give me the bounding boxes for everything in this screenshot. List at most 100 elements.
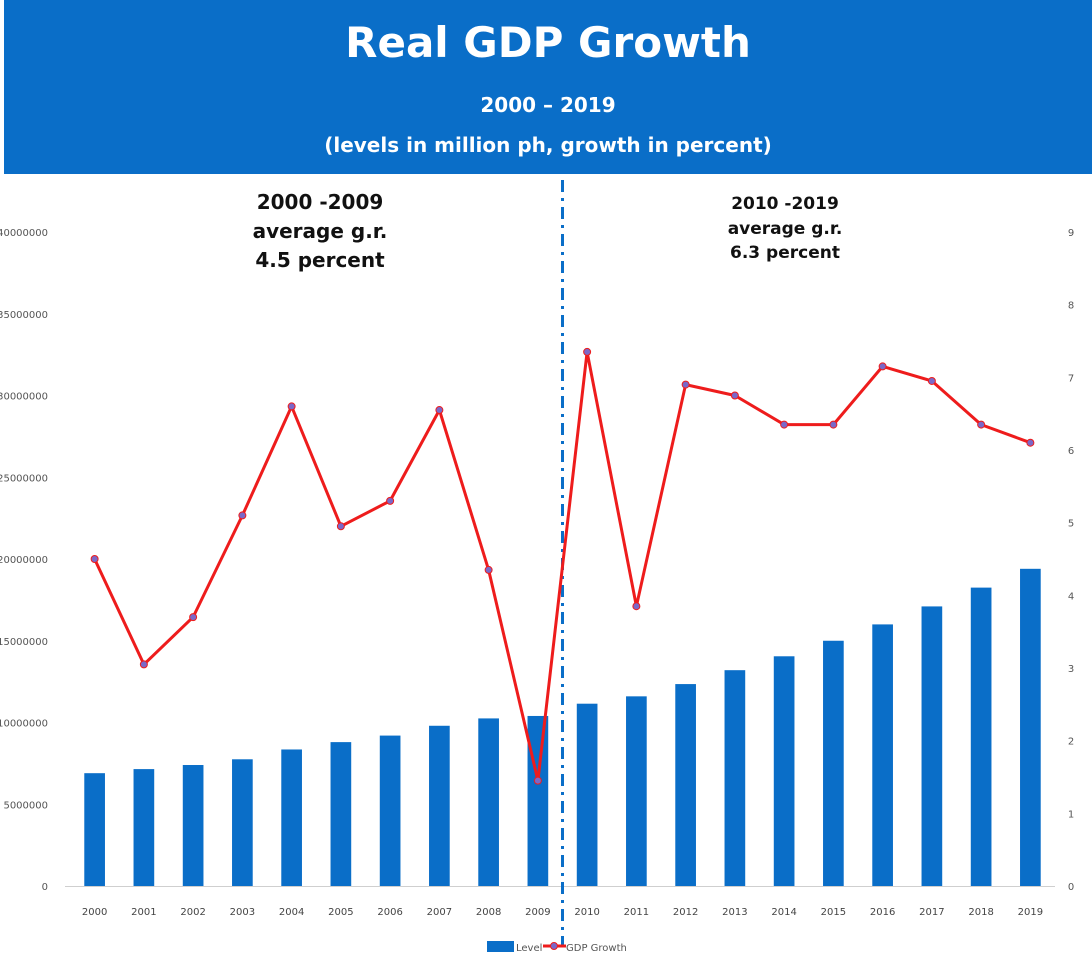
gdp-growth-point <box>780 420 789 429</box>
legend-level-label: Level <box>516 943 542 954</box>
bar-level <box>724 670 746 886</box>
x-tick-label: 2016 <box>870 907 895 918</box>
gdp-growth-point <box>189 613 198 622</box>
level-bars <box>65 568 1055 887</box>
right-axis: 0 1 2 3 4 5 6 7 8 9 <box>1068 228 1074 893</box>
bar-level <box>330 742 352 886</box>
bar-level <box>675 684 696 886</box>
bar-level <box>970 587 992 886</box>
chart-units-note: (levels in million ph, growth in percent… <box>324 133 772 157</box>
gdp-growth-point <box>238 511 247 520</box>
bar-level <box>872 624 893 886</box>
right-tick-label: 0 <box>1068 882 1074 893</box>
legend-level-swatch <box>487 941 514 952</box>
legend-growth-marker <box>550 942 558 950</box>
x-tick-label: 2005 <box>328 907 353 918</box>
x-tick-label: 2009 <box>525 907 550 918</box>
gdp-growth-point <box>632 602 641 611</box>
gdp-growth-point <box>681 380 690 389</box>
annotation-period: 2010 -2019 <box>731 194 839 214</box>
gdp-growth-point <box>977 420 986 429</box>
left-tick-label: 40000000 <box>0 228 48 239</box>
legend: Level GDP Growth <box>487 941 627 954</box>
x-tick-label: 2011 <box>624 907 649 918</box>
gdp-growth-point <box>484 565 493 574</box>
gdp-growth-point <box>583 347 592 356</box>
gdp-growth-point <box>386 496 395 505</box>
x-tick-label: 2015 <box>821 907 846 918</box>
x-tick-label: 2002 <box>180 907 205 918</box>
x-tick-label: 2017 <box>919 907 944 918</box>
left-tick-label: 5000000 <box>3 800 48 811</box>
bar-level <box>133 769 155 886</box>
right-tick-label: 1 <box>1068 809 1074 820</box>
gdp-growth-point <box>1026 438 1035 447</box>
gdp-growth-point <box>829 420 838 429</box>
bar-level <box>232 759 253 886</box>
gdp-growth-point <box>90 555 99 563</box>
bar-level <box>379 735 401 886</box>
annotation-value: 6.3 percent <box>730 243 840 264</box>
bar-level <box>576 703 598 886</box>
annotation-period: 2000 -2009 <box>256 190 384 214</box>
right-tick-label: 4 <box>1068 591 1074 602</box>
annotation-value: 4.5 percent <box>255 248 385 272</box>
title-banner: Real GDP Growth 2000 – 2019 (levels in m… <box>4 0 1092 174</box>
chart-subtitle: 2000 – 2019 <box>480 93 616 117</box>
x-tick-label: 2010 <box>574 907 599 918</box>
annotation-2000-2009: 2000 -2009 average g.r. 4.5 percent <box>230 188 410 275</box>
left-tick-label: 0 <box>42 882 48 893</box>
left-tick-label: 25000000 <box>0 473 48 484</box>
right-tick-label: 8 <box>1068 301 1074 312</box>
right-tick-label: 6 <box>1068 446 1074 457</box>
x-tick-label: 2008 <box>476 907 501 918</box>
annotation-label: average g.r. <box>252 219 388 243</box>
right-tick-label: 7 <box>1068 373 1074 384</box>
bar-level <box>527 715 549 886</box>
legend-growth-label: GDP Growth <box>566 943 627 954</box>
x-tick-label: 2003 <box>230 907 255 918</box>
bar-level <box>478 718 499 886</box>
x-tick-label: 2007 <box>427 907 452 918</box>
x-tick-label: 2004 <box>279 907 304 918</box>
left-axis: 0 5000000 10000000 15000000 20000000 25000000… <box>0 228 48 893</box>
x-tick-label: 2000 <box>82 907 107 918</box>
bar-level <box>626 696 647 886</box>
gdp-growth-point <box>139 660 148 669</box>
bar-level <box>84 773 105 886</box>
chart-title: Real GDP Growth <box>345 18 751 67</box>
right-tick-label: 3 <box>1068 664 1074 675</box>
bar-level <box>1020 568 1041 886</box>
gdp-growth-point <box>287 402 296 411</box>
left-tick-label: 30000000 <box>0 392 48 403</box>
x-tick-label: 2013 <box>722 907 747 918</box>
gdp-growth-point <box>336 522 345 531</box>
bar-level <box>823 640 844 886</box>
gdp-growth-point <box>533 776 542 785</box>
right-tick-label: 2 <box>1068 737 1074 748</box>
gdp-growth-point <box>435 406 444 415</box>
x-tick-label: 2012 <box>673 907 698 918</box>
gdp-growth-series-line <box>93 350 1031 783</box>
bar-level <box>773 656 795 886</box>
bar-level <box>921 606 943 886</box>
x-tick-label: 2019 <box>1018 907 1043 918</box>
bar-level <box>281 749 302 886</box>
x-axis: 2000 2001 2002 2003 2004 2005 2006 2007 2008 2009… <box>82 907 1043 918</box>
gdp-chart: 0 5000000 10000000 15000000 20000000 25000000… <box>0 180 1074 954</box>
gdp-growth-line <box>90 347 1035 785</box>
gdp-growth-point <box>927 376 936 385</box>
x-tick-label: 2006 <box>377 907 402 918</box>
left-tick-label: 20000000 <box>0 555 48 566</box>
x-tick-label: 2018 <box>968 907 993 918</box>
annotation-2010-2019: 2010 -2019 average g.r. 6.3 percent <box>700 192 870 266</box>
left-tick-label: 15000000 <box>0 637 48 648</box>
gdp-growth-point <box>878 362 887 371</box>
x-tick-label: 2014 <box>771 907 796 918</box>
left-tick-label: 35000000 <box>0 310 48 321</box>
bar-level <box>429 725 450 886</box>
right-tick-label: 5 <box>1068 519 1074 530</box>
right-tick-label: 9 <box>1068 228 1074 239</box>
gdp-growth-point <box>730 391 739 400</box>
annotation-label: average g.r. <box>727 218 843 239</box>
